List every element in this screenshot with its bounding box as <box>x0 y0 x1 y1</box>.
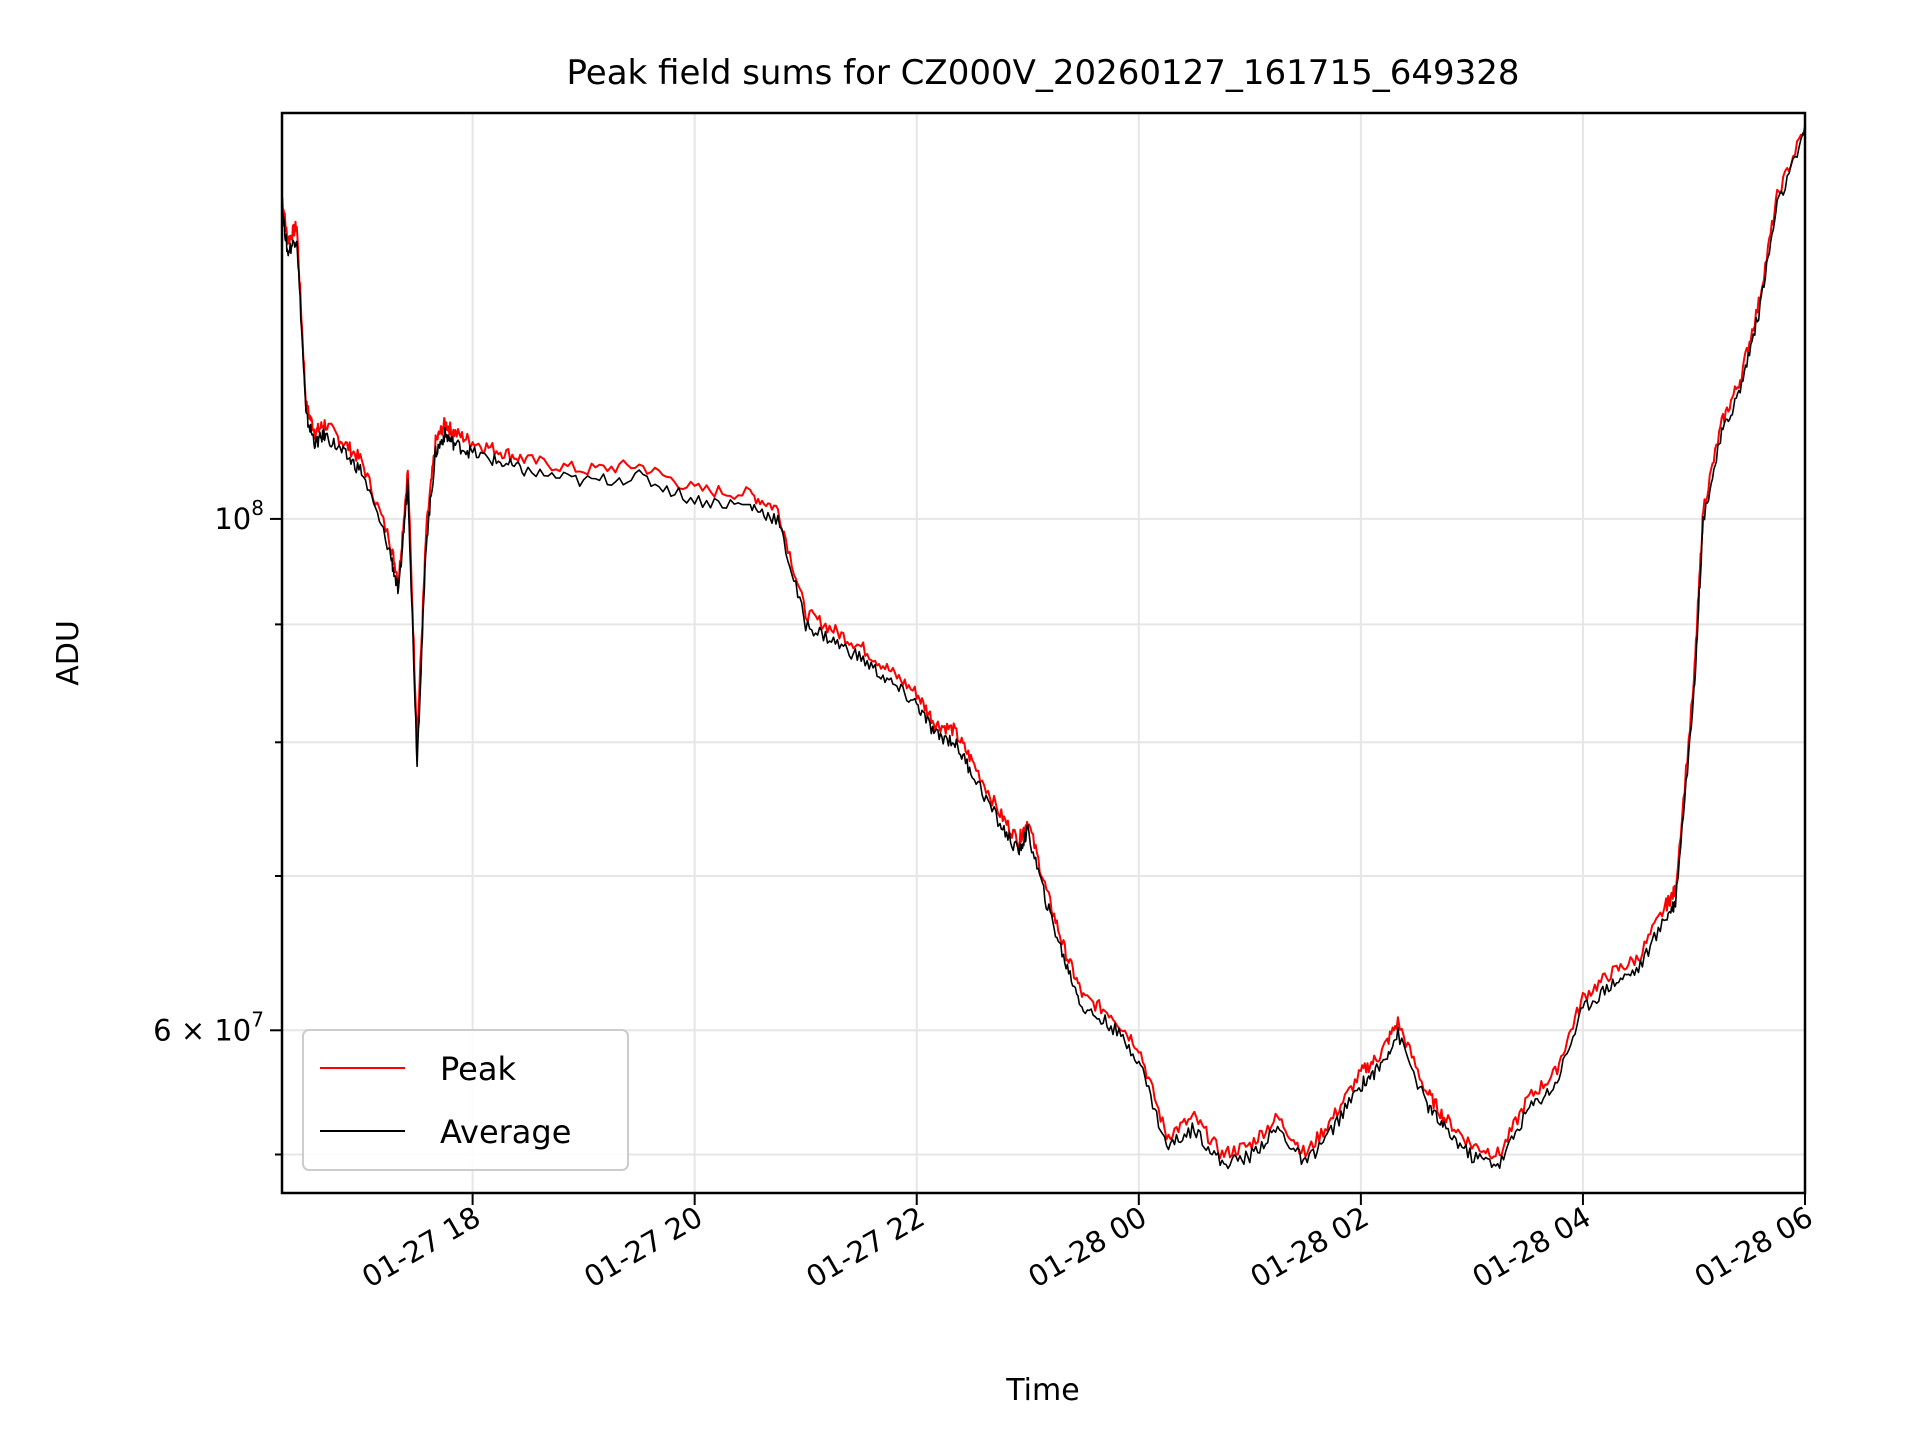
y-axis-ticks: 108 6 × 107 <box>153 496 282 1156</box>
x-tick-label: 01-27 22 <box>800 1200 930 1295</box>
plot-frame <box>280 111 1807 1195</box>
legend-label-average: Average <box>440 1113 571 1151</box>
chart-title: Peak field sums for CZ000V_20260127_1617… <box>567 53 1520 93</box>
x-tick-label: 01-27 20 <box>578 1200 708 1295</box>
legend: Peak Average <box>302 1029 629 1171</box>
x-tick-label: 01-28 06 <box>1689 1200 1819 1295</box>
series-line-average <box>281 132 1806 1170</box>
series-line-peak <box>281 126 1806 1160</box>
x-axis-label: Time <box>1005 1373 1079 1408</box>
legend-box <box>302 1029 629 1171</box>
x-axis-ticks: 01-27 18 01-27 20 01-27 22 01-28 00 01-28 02… <box>356 1193 1819 1295</box>
x-tick-label: 01-28 02 <box>1244 1200 1374 1295</box>
x-tick-label: 01-27 18 <box>356 1200 486 1295</box>
y-tick-label: 6 × 107 <box>153 1007 264 1047</box>
x-tick-label: 01-28 00 <box>1022 1200 1152 1295</box>
x-tick-label: 01-28 04 <box>1467 1200 1597 1295</box>
y-tick-label: 108 <box>214 496 264 536</box>
legend-label-peak: Peak <box>440 1050 516 1088</box>
series-layer <box>281 126 1806 1170</box>
y-axis-label: ADU <box>51 620 86 686</box>
